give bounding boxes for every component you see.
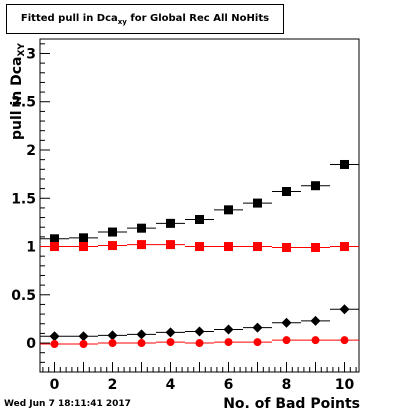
- data-point: [137, 339, 146, 348]
- data-point: [50, 234, 59, 244]
- data-point: [253, 198, 262, 208]
- data-point: [252, 322, 263, 333]
- data-point: [137, 240, 146, 250]
- x-tick-label: 6: [224, 377, 234, 393]
- data-point: [78, 331, 89, 342]
- series-0: [40, 159, 359, 244]
- series-3: [40, 336, 359, 349]
- data-point: [282, 187, 291, 197]
- data-point: [223, 324, 234, 335]
- data-point: [166, 240, 175, 250]
- data-point: [224, 338, 233, 347]
- data-point: [311, 336, 320, 345]
- data-point: [224, 205, 233, 215]
- data-point: [79, 233, 88, 243]
- data-point: [282, 336, 291, 345]
- data-point: [194, 326, 205, 337]
- data-point: [166, 338, 175, 347]
- data-point: [137, 223, 146, 233]
- svg-text:pull in DcaXY: pull in DcaXY: [9, 43, 26, 140]
- timestamp: Wed Jun 7 18:11:41 2017: [4, 399, 131, 409]
- y-tick-label: 1: [26, 240, 36, 256]
- y-tick-label: 0: [26, 336, 36, 352]
- axes: 0 2 4 6 8 10 0 0.5 1 1.5 2 2.5 3: [11, 38, 360, 393]
- data-point: [282, 242, 291, 252]
- data-point: [108, 227, 117, 237]
- series-1: [40, 240, 359, 252]
- data-point: [310, 315, 321, 326]
- data-point: [50, 340, 59, 349]
- data-point: [195, 339, 204, 348]
- data-point: [195, 214, 204, 224]
- y-tick-label: 2: [26, 143, 36, 159]
- y-axis-label-main: pull in Dca: [9, 57, 25, 140]
- data-point: [339, 304, 350, 315]
- data-marks: [40, 159, 359, 349]
- data-point: [165, 327, 176, 338]
- data-point: [49, 331, 60, 342]
- chart-title: Fitted pull in Dcaxy for Global Rec All …: [20, 13, 270, 26]
- data-point: [224, 242, 233, 252]
- y-tick-label: 3: [26, 46, 36, 62]
- data-point: [79, 242, 88, 252]
- data-point: [253, 242, 262, 252]
- data-point: [281, 317, 292, 328]
- x-tick-label: 0: [50, 377, 60, 393]
- y-tick-label: 2.5: [11, 95, 36, 111]
- plot-frame: [39, 38, 360, 373]
- x-tick-label: 4: [166, 377, 176, 393]
- data-point: [79, 340, 88, 349]
- x-tick-label: 8: [282, 377, 292, 393]
- x-tick-label: 2: [108, 377, 118, 393]
- y-axis-label: pull in DcaXY: [4, 40, 27, 150]
- data-point: [50, 242, 59, 252]
- y-axis-label-sub: XY: [17, 43, 26, 57]
- data-point: [340, 159, 349, 169]
- data-point: [166, 218, 175, 228]
- title-box: Fitted pull in Dcaxy for Global Rec All …: [6, 4, 284, 34]
- data-point: [253, 338, 262, 347]
- data-point: [108, 339, 117, 348]
- x-tick-label: 10: [335, 377, 355, 393]
- series-2: [40, 304, 359, 342]
- data-point: [107, 330, 118, 341]
- data-point: [311, 242, 320, 252]
- data-point: [136, 329, 147, 340]
- data-point: [108, 241, 117, 251]
- x-axis-label: No. of Bad Points: [223, 396, 360, 412]
- y-tick-label: 1.5: [11, 191, 36, 207]
- data-point: [340, 242, 349, 252]
- y-tick-label: 0.5: [11, 288, 36, 304]
- data-point: [340, 336, 349, 345]
- data-point: [311, 181, 320, 191]
- data-point: [195, 242, 204, 252]
